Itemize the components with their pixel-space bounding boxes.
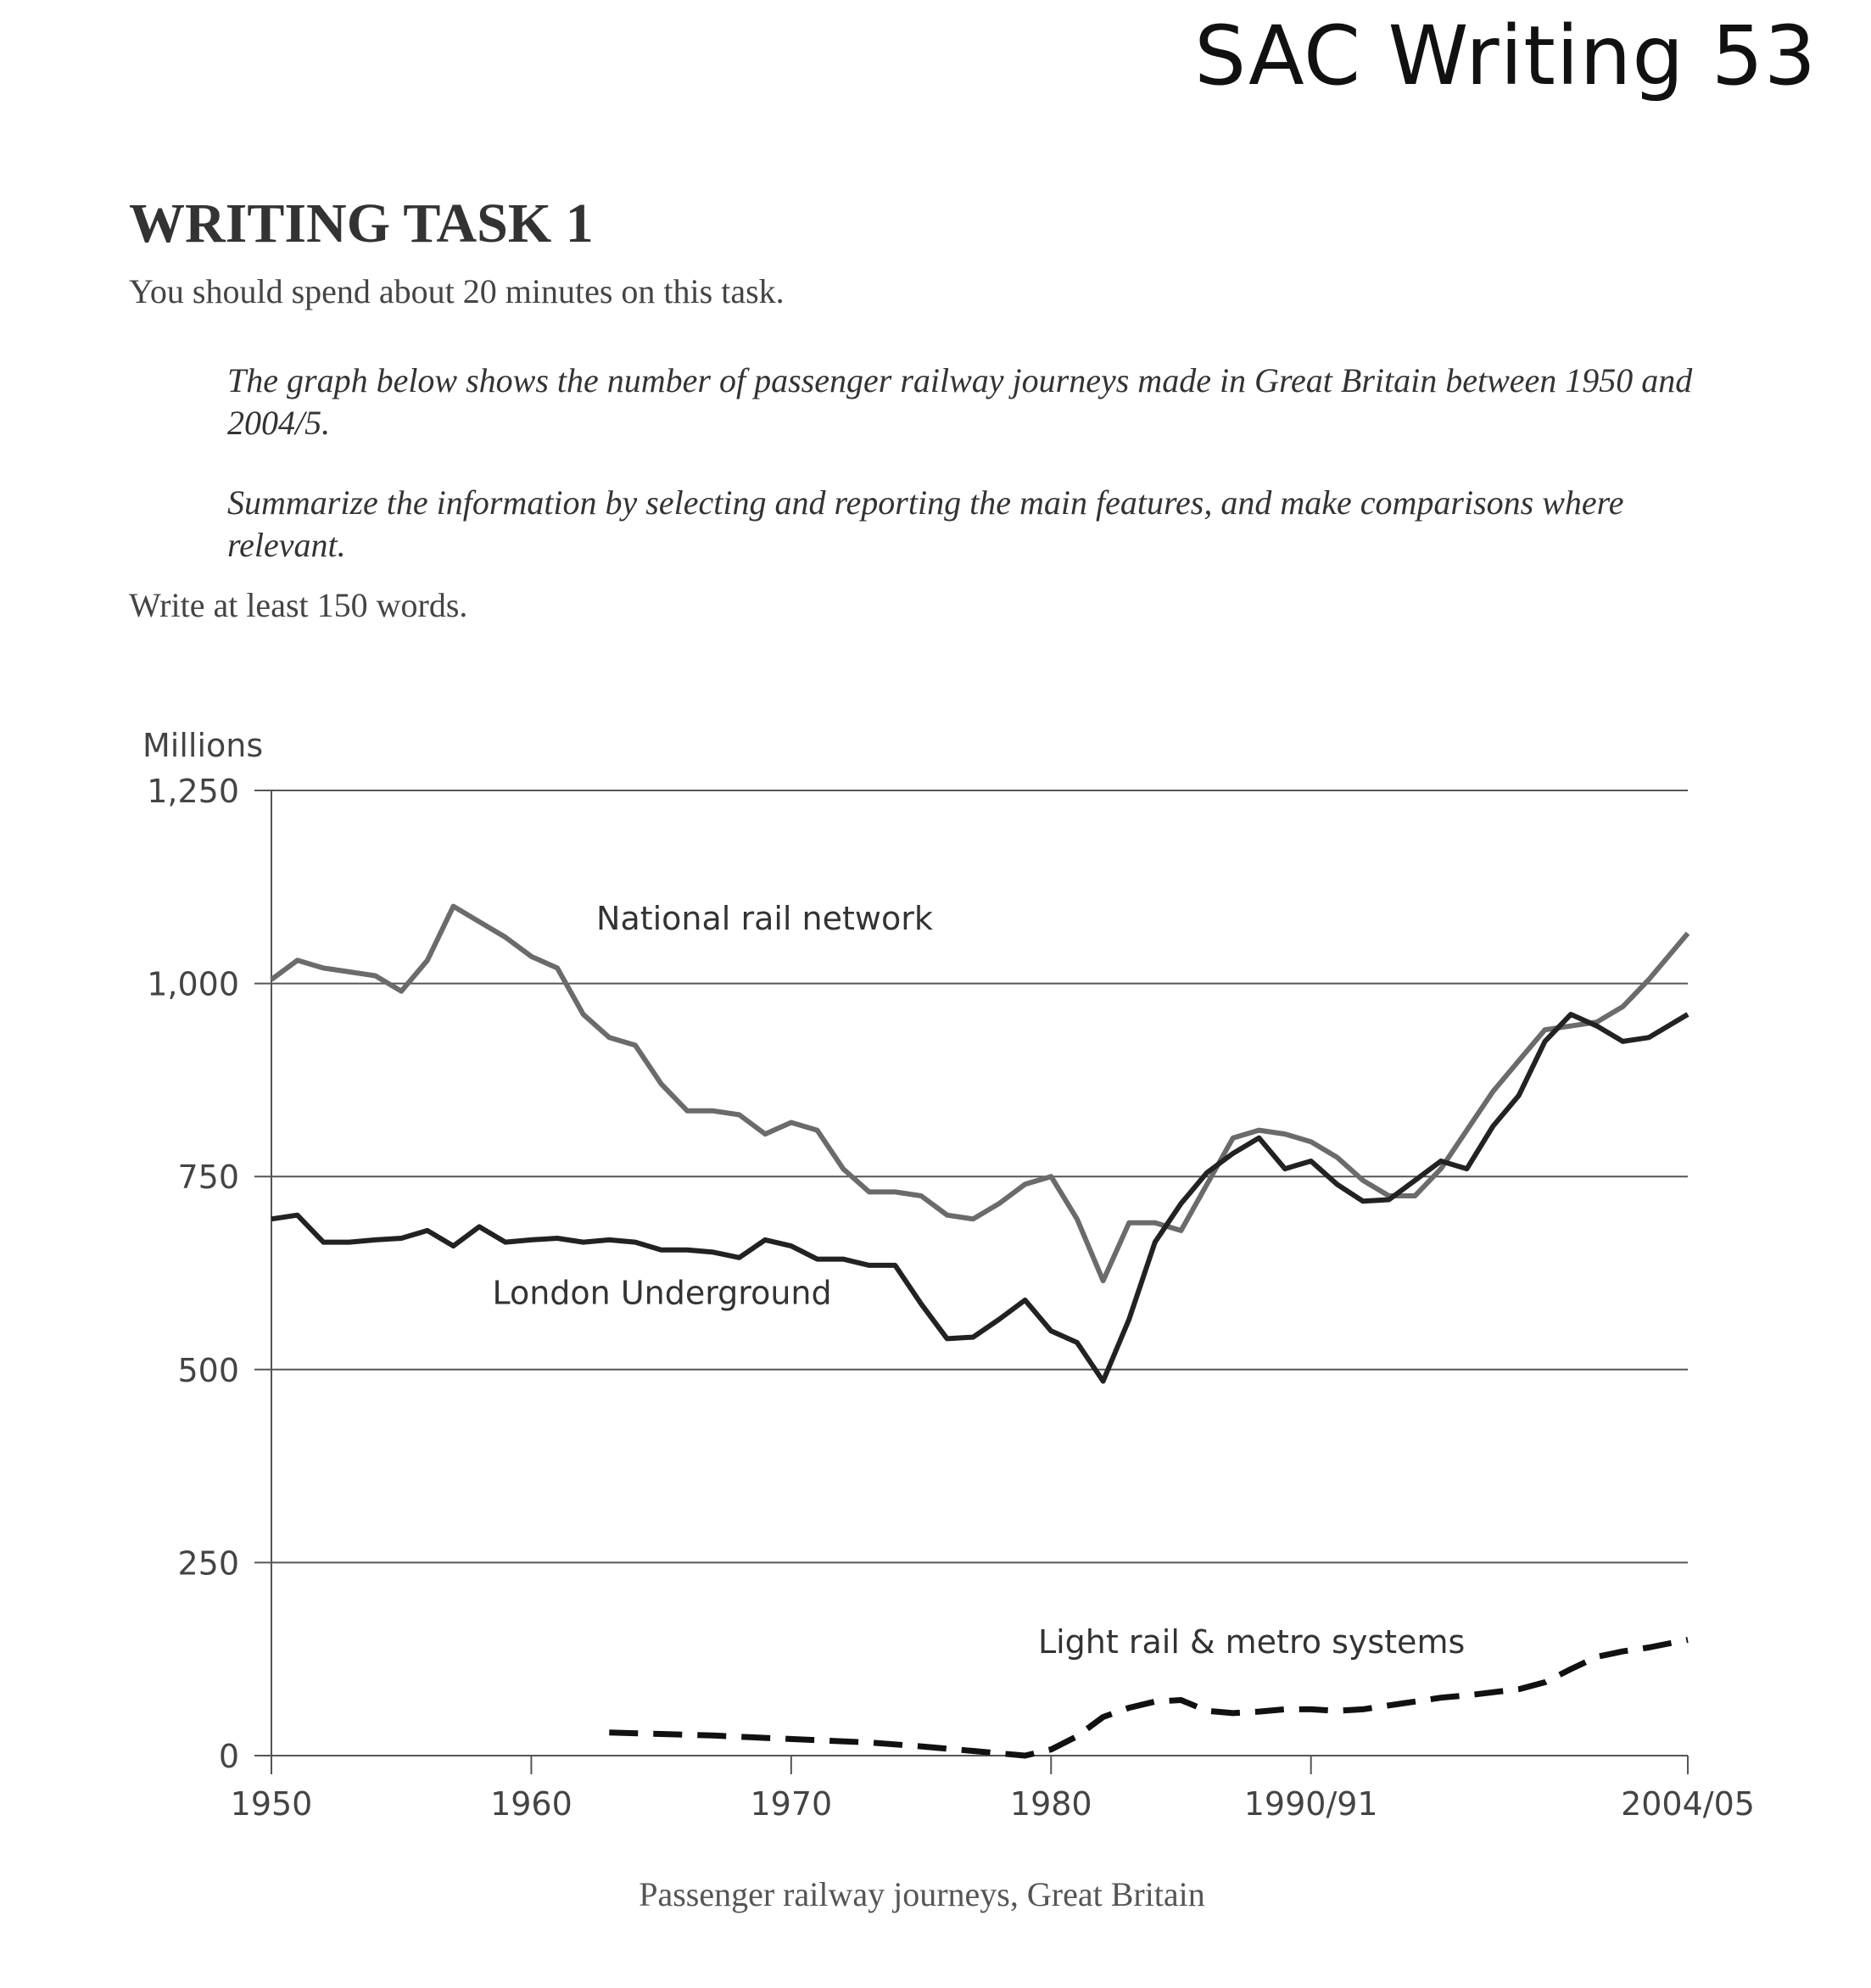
series-line-light-rail-metro-systems (609, 1636, 1689, 1759)
x-tick-label: 1960 (490, 1785, 572, 1823)
corner-title: SAC Writing 53 (1194, 8, 1817, 103)
chart-caption: Passenger railway journeys, Great Britai… (0, 1874, 1871, 1914)
y-axis-label: Millions (142, 727, 263, 764)
chart-caption-text: Passenger railway journeys, Great Britai… (639, 1875, 1205, 1913)
series-label: Light rail & metro systems (1038, 1623, 1465, 1661)
task-prompt-summarize: Summarize the information by selecting a… (227, 483, 1624, 564)
series-label: National rail network (596, 900, 933, 937)
y-tick-label: 1,250 (147, 773, 239, 810)
x-tick-label: 1980 (1010, 1785, 1092, 1823)
series-label: London Underground (492, 1274, 831, 1311)
task-prompt-description: The graph below shows the number of pass… (227, 361, 1693, 442)
time-instruction: You should spend about 20 minutes on thi… (129, 272, 785, 310)
y-tick-label: 0 (219, 1738, 239, 1775)
y-tick-label: 1,000 (147, 966, 239, 1003)
y-tick-label: 500 (177, 1352, 239, 1389)
x-tick-label: 2004/05 (1621, 1785, 1755, 1823)
word-count-instruction: Write at least 150 words. (129, 586, 468, 624)
y-tick-label: 250 (177, 1544, 239, 1582)
y-tick-label: 750 (177, 1159, 239, 1196)
x-tick-label: 1970 (750, 1785, 832, 1823)
x-tick-label: 1990/91 (1244, 1785, 1378, 1823)
task-heading: WRITING TASK 1 (129, 193, 594, 254)
series-line-national-rail-network (270, 903, 1690, 1284)
series-line-london-underground (271, 1012, 1689, 1384)
x-tick-label: 1950 (231, 1785, 313, 1823)
